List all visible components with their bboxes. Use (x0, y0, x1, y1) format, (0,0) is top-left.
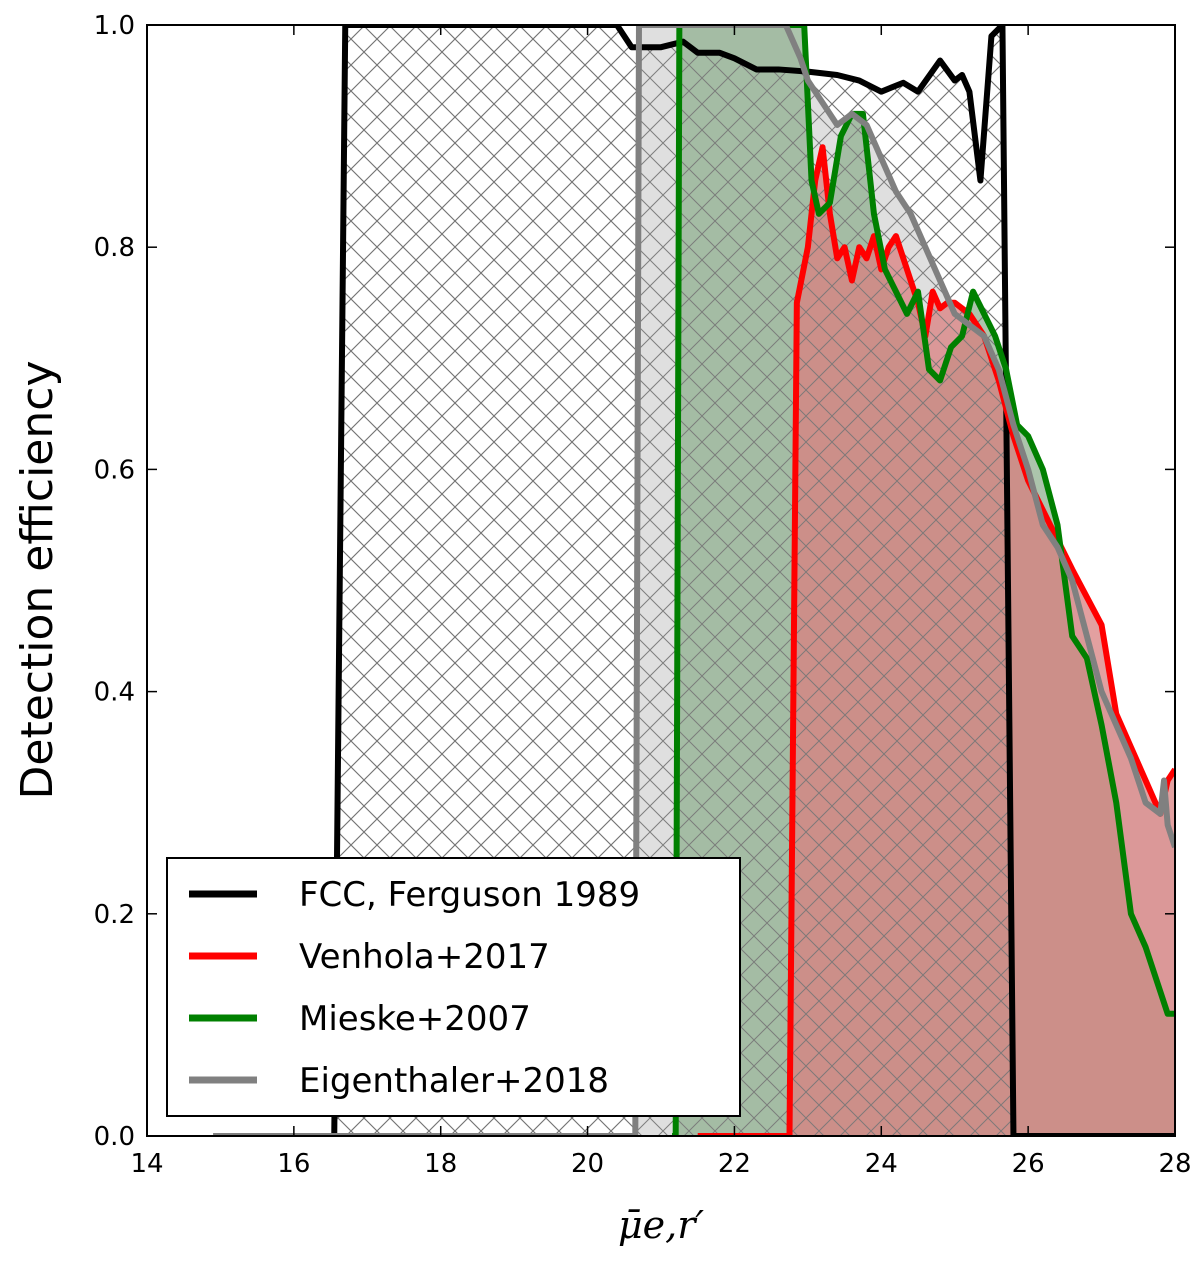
x-tick-label: 26 (1012, 1149, 1045, 1179)
x-axis-label: μ̄e,r′ (618, 1203, 704, 1247)
y-tick-label: 1.0 (94, 11, 135, 41)
y-tick-label: 0.4 (94, 678, 135, 708)
x-tick-label: 24 (865, 1149, 898, 1179)
x-tick-label: 16 (277, 1149, 310, 1179)
plot-frame (146, 24, 1176, 1137)
legend-label-eigenthaler-2018: Eigenthaler+2018 (299, 1061, 609, 1101)
legend: FCC, Ferguson 1989 Venhola+2017 Mieske+200… (166, 857, 741, 1117)
y-tick-label: 0.6 (94, 455, 135, 485)
x-tick-label: 14 (130, 1149, 163, 1179)
y-tick-label: 0.0 (94, 1122, 135, 1152)
legend-label-fcc-ferguson-1989: FCC, Ferguson 1989 (299, 875, 640, 915)
line-eigenthaler-2018 (213, 25, 1175, 1136)
plot-axes (146, 24, 1176, 1137)
x-tick-label: 18 (424, 1149, 457, 1179)
x-tick-label: 20 (571, 1149, 604, 1179)
legend-label-venhola-2017: Venhola+2017 (299, 937, 550, 977)
y-tick-label: 0.8 (94, 233, 135, 263)
x-tick-label: 28 (1158, 1149, 1191, 1179)
y-tick-label: 0.2 (94, 900, 135, 930)
y-axis-label: Detection efficiency (12, 361, 63, 800)
series-lines (213, 25, 1175, 1136)
legend-box (166, 857, 741, 1117)
line-mieske-2007 (672, 25, 1175, 1136)
legend-label-mieske-2007: Mieske+2007 (299, 999, 531, 1039)
axis-ticks: 14 16 18 20 22 24 26 28 0.0 0.2 0.4 0.6 0.8 1.0 (94, 11, 1192, 1179)
x-tick-label: 22 (718, 1149, 751, 1179)
